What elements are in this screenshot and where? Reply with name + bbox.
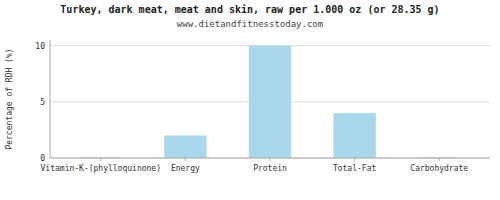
- bar: [333, 113, 375, 158]
- chart-svg: Turkey, dark meat, meat and skin, raw pe…: [0, 0, 500, 200]
- y-tick-label: 5: [40, 98, 45, 107]
- x-tick-label: Energy: [171, 164, 200, 173]
- title: Turkey, dark meat, meat and skin, raw pe…: [60, 4, 439, 15]
- y-axis-line: [50, 40, 51, 158]
- bar: [164, 136, 206, 158]
- x-tick-label: Protein: [253, 164, 287, 173]
- x-tick: [270, 158, 271, 161]
- y-tick-label: 0: [40, 154, 45, 163]
- y-tick-label: 10: [35, 42, 45, 51]
- x-tick-label: Total-Fat: [333, 164, 377, 173]
- bar: [249, 46, 291, 158]
- y-axis-label: Percentage of RDH (%): [5, 48, 14, 149]
- x-tick: [185, 158, 186, 161]
- x-tick: [100, 158, 101, 161]
- subtitle: www.dietandfitnesstoday.com: [177, 19, 323, 29]
- x-tick-label: Vitamin-K-(phylloquinone): [41, 164, 161, 173]
- x-tick: [439, 158, 440, 161]
- x-tick-label: Carbohydrate: [410, 164, 468, 173]
- grid: [50, 46, 490, 158]
- chart-container: Turkey, dark meat, meat and skin, raw pe…: [0, 0, 500, 200]
- x-tick: [354, 158, 355, 161]
- bars: [80, 46, 461, 158]
